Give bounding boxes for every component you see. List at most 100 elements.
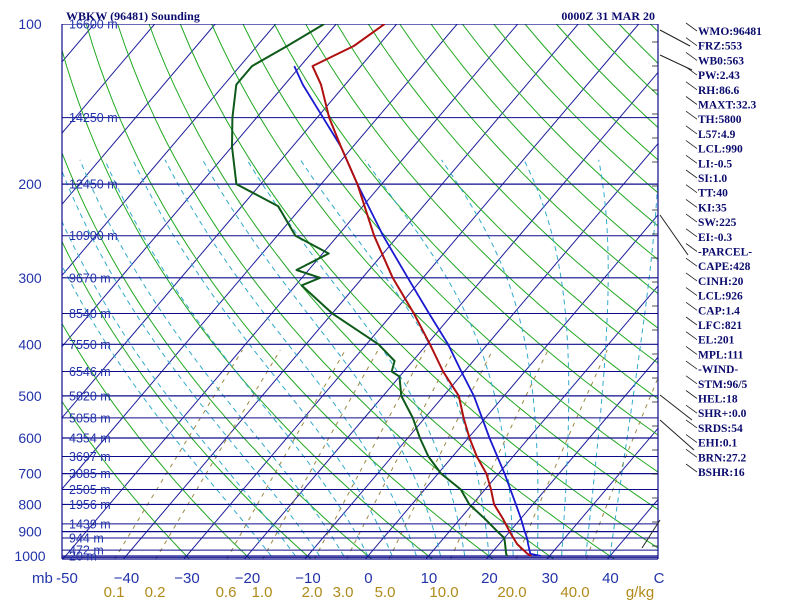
- index-connector: [685, 346, 698, 355]
- index-connector: [685, 110, 698, 120]
- isotherm-line: [62, 24, 337, 348]
- index-value: EI:-0.3: [698, 232, 732, 244]
- dry-adiabat-line: [62, 151, 373, 559]
- mixing-ratio-tick-label: 0.6: [216, 584, 237, 600]
- mixing-ratio-line: [515, 349, 608, 559]
- moist-adiabat-line: [104, 159, 369, 557]
- isotherm-line: [364, 214, 658, 559]
- index-value: KI:35: [698, 202, 727, 214]
- index-value: MPL:111: [698, 349, 744, 361]
- isotherm-line: [62, 24, 519, 559]
- height-label: 8540 m: [69, 307, 111, 321]
- mixing-ratio-unit-label: g/kg: [626, 584, 654, 600]
- height-label: 3085 m: [69, 467, 111, 481]
- index-value: LFC:821: [698, 320, 742, 332]
- height-label: 5820 m: [69, 389, 111, 403]
- index-value: CAPE:428: [698, 261, 751, 273]
- isotherm-line: [546, 427, 658, 559]
- index-connector: [685, 154, 698, 164]
- index-connector: [685, 448, 698, 458]
- index-value: CAP:1.4: [698, 305, 740, 317]
- wind-barb: [641, 519, 661, 549]
- temperature-tick-label: -50: [56, 570, 78, 587]
- index-connector: [685, 199, 698, 208]
- mixing-ratio-tick-label: 0.2: [145, 584, 166, 600]
- dry-adiabat-line: [211, 24, 658, 511]
- height-label: 472 m: [69, 544, 104, 558]
- mixing-ratio-tick-label: 1.0: [252, 584, 273, 600]
- isotherm-line: [62, 24, 277, 277]
- isotherm-line: [62, 24, 156, 134]
- moist-adiabat-line: [164, 159, 417, 557]
- index-value: SI:1.0: [698, 173, 727, 185]
- index-connector: [685, 434, 698, 443]
- index-connector: [685, 213, 698, 223]
- height-label: 9670 m: [69, 271, 111, 285]
- moist-adiabat-line: [441, 159, 539, 556]
- mixing-ratio-line: [262, 349, 379, 559]
- dry-adiabat-line: [85, 24, 494, 559]
- dry-adiabat-line: [62, 400, 191, 559]
- index-value: LI:-0.5: [698, 158, 732, 170]
- pressure-label: 700: [18, 466, 42, 482]
- index-connector: [685, 272, 698, 282]
- index-value: PW:2.43: [698, 70, 740, 82]
- pressure-label: 300: [18, 270, 42, 286]
- dewpoint-profile-line: [231, 24, 509, 557]
- index-value: HEL:18: [698, 394, 738, 406]
- wind-barb: [659, 54, 693, 71]
- temperature-profile-line: [311, 24, 532, 557]
- index-value: EHI:0.1: [698, 438, 738, 450]
- isotherm-line: [62, 24, 458, 490]
- pressure-unit-label: mb: [32, 570, 53, 587]
- mixing-ratio-line: [114, 349, 243, 559]
- pressure-label: 900: [18, 524, 42, 540]
- index-value: -WIND-: [698, 364, 738, 376]
- index-connector: [685, 390, 698, 399]
- isotherm-line: [122, 24, 579, 559]
- index-connector: [685, 96, 698, 105]
- pressure-label: 200: [18, 176, 42, 192]
- temperature-tick-label: 10: [421, 570, 438, 587]
- mixing-ratio-tick-label: 0.1: [104, 584, 125, 600]
- temperature-tick-label: −40: [114, 570, 139, 587]
- pressure-label: 400: [18, 336, 42, 352]
- moist-adiabat-line: [79, 159, 345, 557]
- wind-barb: [659, 394, 693, 421]
- height-label: 2505 m: [69, 483, 111, 497]
- mixing-ratio-tick-label: 5.0: [375, 584, 396, 600]
- moist-adiabat-line: [132, 159, 393, 557]
- moist-adiabat-line: [62, 264, 272, 557]
- mixing-ratio-line: [449, 349, 549, 559]
- index-connector: [685, 184, 698, 194]
- height-label: 6546 m: [69, 365, 111, 379]
- index-value: STM:96/5: [698, 379, 747, 391]
- index-value: WB0:563: [698, 55, 744, 67]
- index-value: MAXT:32.3: [698, 100, 756, 112]
- height-label: 944 m: [69, 531, 104, 545]
- mixing-ratio-tick-label: 3.0: [333, 584, 354, 600]
- height-label: 7550 m: [69, 338, 111, 352]
- index-value: BRN:27.2: [698, 452, 746, 464]
- temperature-tick-label: 40: [602, 570, 619, 587]
- index-connector: [685, 22, 698, 32]
- mixing-ratio-tick-label: 20.0: [497, 584, 526, 600]
- moist-adiabat-line: [62, 220, 296, 557]
- index-value: -PARCEL-: [698, 247, 752, 259]
- index-value: TT:40: [698, 188, 728, 200]
- mixing-ratio-tick-label: 2.0: [302, 584, 323, 600]
- index-value: SRDS:54: [698, 423, 743, 435]
- index-connector: [685, 463, 698, 473]
- isotherm-line: [62, 24, 216, 206]
- dry-adiabat-line: [62, 48, 434, 559]
- sounding-time: 0000Z 31 MAR 20: [561, 9, 655, 23]
- index-value: L57:4.9: [698, 129, 736, 141]
- isotherm-line: [425, 285, 658, 559]
- mixing-ratio-line: [313, 349, 426, 559]
- index-connector: [685, 257, 698, 267]
- index-connector: [685, 301, 698, 311]
- index-connector: [685, 360, 698, 370]
- index-value: BSHR:16: [698, 467, 745, 479]
- dry-adiabat-line: [305, 24, 658, 400]
